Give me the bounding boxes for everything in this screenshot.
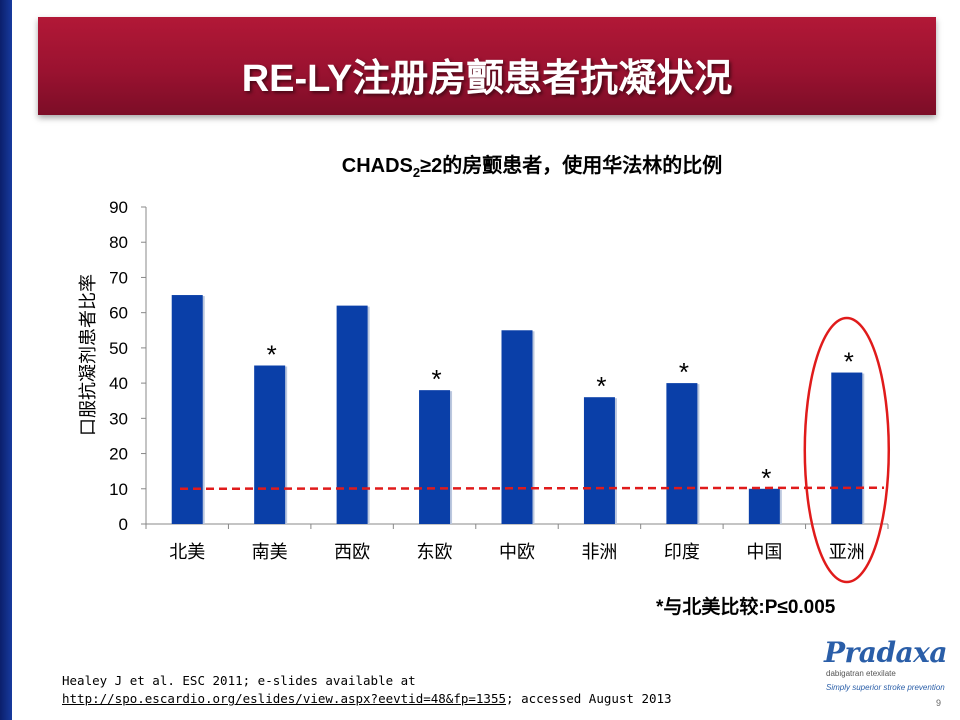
bar xyxy=(748,488,780,524)
y-axis-label: 口服抗凝剂患者比率 xyxy=(78,274,98,436)
y-tick-label: 0 xyxy=(119,515,128,534)
y-tick-label: 20 xyxy=(109,445,128,464)
y-tick-label: 70 xyxy=(109,268,128,287)
logo-brand: Pradaxa xyxy=(824,636,948,669)
x-tick-label: 北美 xyxy=(169,542,205,562)
x-tick-label: 西欧 xyxy=(334,542,370,562)
significance-marker: * xyxy=(596,371,606,401)
significance-marker: * xyxy=(431,364,441,394)
y-tick-label: 80 xyxy=(109,233,128,252)
x-tick-label: 印度 xyxy=(664,542,700,562)
chart-plot-area: 0 10 20 30 40 50 60 70 80 90 北美 南美 * 西欧 东欧 * 中欧 非洲 * 印度 * 中国 *… xyxy=(109,198,891,584)
significance-marker: * xyxy=(679,357,689,387)
logo-tagline: Simply superior stroke prevention xyxy=(826,683,945,692)
y-tick-label: 40 xyxy=(109,374,128,393)
pradaxa-logo: Pradaxa dabigatran etexilate Simply supe… xyxy=(822,636,948,696)
y-tick-label: 30 xyxy=(109,409,128,428)
y-tick-label: 50 xyxy=(109,339,128,358)
bar xyxy=(831,372,863,524)
significance-footnote: *与北美比较:P≤0.005 xyxy=(656,597,836,618)
bar xyxy=(666,383,698,524)
x-tick-label: 非洲 xyxy=(581,542,617,562)
chart-title-suffix: ≥2的房颤患者，使用华法林的比例 xyxy=(420,153,722,177)
title-banner: RE-LY注册房颤患者抗凝状况 xyxy=(38,17,936,115)
citation-link[interactable]: http://spo.escardio.org/eslides/view.asp… xyxy=(62,691,507,706)
x-tick-label: 亚洲 xyxy=(829,542,865,562)
citation: Healey J et al. ESC 2011; e-slides avail… xyxy=(62,672,672,708)
citation-line-2: http://spo.escardio.org/eslides/view.asp… xyxy=(62,690,672,708)
citation-line-1: Healey J et al. ESC 2011; e-slides avail… xyxy=(62,673,416,688)
significance-marker: * xyxy=(761,463,771,493)
x-tick-label: 东欧 xyxy=(417,542,453,562)
x-tick-label: 中欧 xyxy=(499,542,535,562)
citation-access-date: ; accessed August 2013 xyxy=(506,691,672,706)
left-accent-stripe xyxy=(0,0,12,720)
significance-marker: * xyxy=(844,347,854,377)
chart-title: CHADS2≥2的房颤患者，使用华法林的比例 xyxy=(342,153,722,180)
chart-title-subscript: 2 xyxy=(413,165,420,180)
bar xyxy=(336,305,368,524)
x-tick-label: 中国 xyxy=(746,542,782,562)
bar xyxy=(419,390,451,524)
bar xyxy=(501,330,533,524)
y-tick-label: 90 xyxy=(109,198,128,217)
logo-subtitle: dabigatran etexilate xyxy=(826,669,896,678)
chart-title-prefix: CHADS xyxy=(342,155,413,177)
reference-line xyxy=(179,486,885,491)
significance-marker: * xyxy=(267,340,277,370)
bar xyxy=(171,295,203,524)
x-tick-label: 南美 xyxy=(252,542,288,562)
highlight-ellipse xyxy=(803,316,891,584)
slide-title: RE-LY注册房颤患者抗凝状况 xyxy=(241,58,733,100)
bar xyxy=(254,365,286,524)
y-tick-label: 60 xyxy=(109,304,128,323)
page-number: 9 xyxy=(936,698,942,708)
bar xyxy=(583,397,615,524)
y-tick-label: 10 xyxy=(109,480,128,499)
